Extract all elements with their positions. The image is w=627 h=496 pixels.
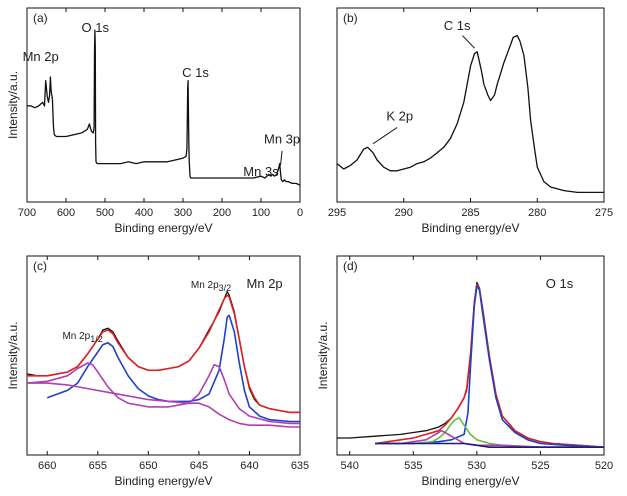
series-line-fit [27, 294, 300, 414]
series-line [336, 34, 604, 194]
x-tick-label: 700 [18, 207, 36, 219]
annotation-label: Mn 2p3/2 [191, 280, 231, 293]
x-tick-label: 520 [595, 460, 613, 472]
panel-b: 295 290 285 280 275 Binding energy/eV (b) C 1s K… [328, 7, 613, 235]
x-tick-label: 645 [190, 460, 208, 472]
panel-c: 660 655 650 645 640 635 Binding energy/eV Inten… [6, 255, 309, 488]
x-tick-label: 660 [38, 460, 56, 472]
panel-label: (a) [33, 11, 48, 25]
plot-frame [26, 7, 301, 203]
series-line-lattice-o [375, 285, 605, 448]
panel-label: (c) [33, 259, 47, 273]
panel-a: 700 600 500 400 300 200 100 0 Binding energy/eV I… [6, 7, 303, 235]
series-line-background [375, 442, 604, 448]
x-tick-label: 525 [531, 460, 549, 472]
x-tick-label: 290 [395, 207, 413, 219]
y-axis-label: Intensity/a.u. [316, 321, 330, 389]
annotation-arrow [280, 150, 283, 166]
annotation-label: Mn 2p1/2 [62, 331, 102, 344]
annotation-label: C 1s [182, 65, 209, 80]
x-tick-label: 285 [461, 207, 479, 219]
annotation-arrow [372, 127, 398, 145]
x-tick-label: 100 [252, 207, 270, 219]
annotation-label: Mn 3s [243, 164, 279, 179]
x-axis-label: Binding energy/eV [421, 474, 519, 488]
series-line-fit [374, 283, 605, 448]
series-line [27, 29, 301, 186]
x-tick-label: 280 [528, 207, 546, 219]
x-tick-label: 540 [341, 460, 359, 472]
plot-frame [336, 255, 605, 456]
x-tick-label: 500 [96, 207, 114, 219]
x-tick-label: 640 [240, 460, 258, 472]
annotation-label: O 1s [82, 20, 110, 35]
annotation-label: O 1s [546, 276, 574, 291]
y-axis-label: Intensity/a.u. [6, 71, 20, 139]
x-axis-label: Binding energy/eV [114, 474, 212, 488]
annotation-label: C 1s [444, 18, 471, 33]
panel-d: 540 535 530 525 520 Binding energy/eV Intensit… [316, 255, 613, 488]
x-tick-label: 530 [468, 460, 486, 472]
y-axis-label: Intensity/a.u. [6, 321, 20, 389]
x-tick-label: 400 [135, 207, 153, 219]
series-line-background [27, 382, 300, 428]
x-tick-label: 295 [328, 207, 346, 219]
panel-label: (d) [343, 259, 358, 273]
x-tick-label: 200 [213, 207, 231, 219]
x-axis-label: Binding energy/eV [114, 221, 212, 235]
series-line-data [26, 290, 300, 414]
series-line-mn2p1-2-main [46, 314, 300, 423]
annotation-label: Mn 2p [23, 49, 59, 64]
plot-frame [26, 255, 301, 456]
series-line-satellites [26, 362, 300, 425]
panel-label: (b) [343, 11, 358, 25]
x-tick-label: 650 [139, 460, 157, 472]
x-tick-label: 535 [404, 460, 422, 472]
x-tick-label: 300 [174, 207, 192, 219]
plot-frame [336, 7, 605, 203]
annotation-label: Mn 2p [247, 276, 283, 291]
annotation-label: K 2p [386, 108, 413, 123]
x-tick-label: 635 [291, 460, 309, 472]
x-tick-label: 0 [297, 207, 303, 219]
x-tick-label: 600 [57, 207, 75, 219]
annotation-arrow [462, 35, 475, 49]
x-tick-label: 655 [89, 460, 107, 472]
x-tick-label: 275 [595, 207, 613, 219]
x-axis-label: Binding energy/eV [421, 221, 519, 235]
series-line-water [375, 429, 604, 448]
annotation-label: Mn 3p [264, 132, 300, 147]
